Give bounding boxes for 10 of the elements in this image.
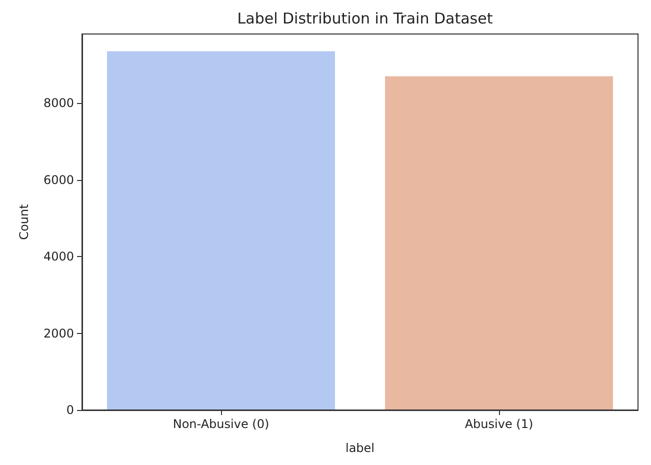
y-tick-label: 8000: [43, 96, 74, 110]
y-tick-label: 4000: [43, 250, 74, 264]
y-tick-label: 2000: [43, 326, 74, 340]
y-tick-label: 0: [66, 403, 74, 417]
chart-title: Label Distribution in Train Dataset: [237, 10, 493, 28]
x-axis-title: label: [345, 441, 375, 455]
x-tick-label: Non-Abusive (0): [172, 417, 270, 431]
y-tick-label: 6000: [43, 172, 74, 187]
x-tick-label: Abusive (1): [464, 417, 534, 431]
y-axis-title: Count: [17, 204, 31, 240]
